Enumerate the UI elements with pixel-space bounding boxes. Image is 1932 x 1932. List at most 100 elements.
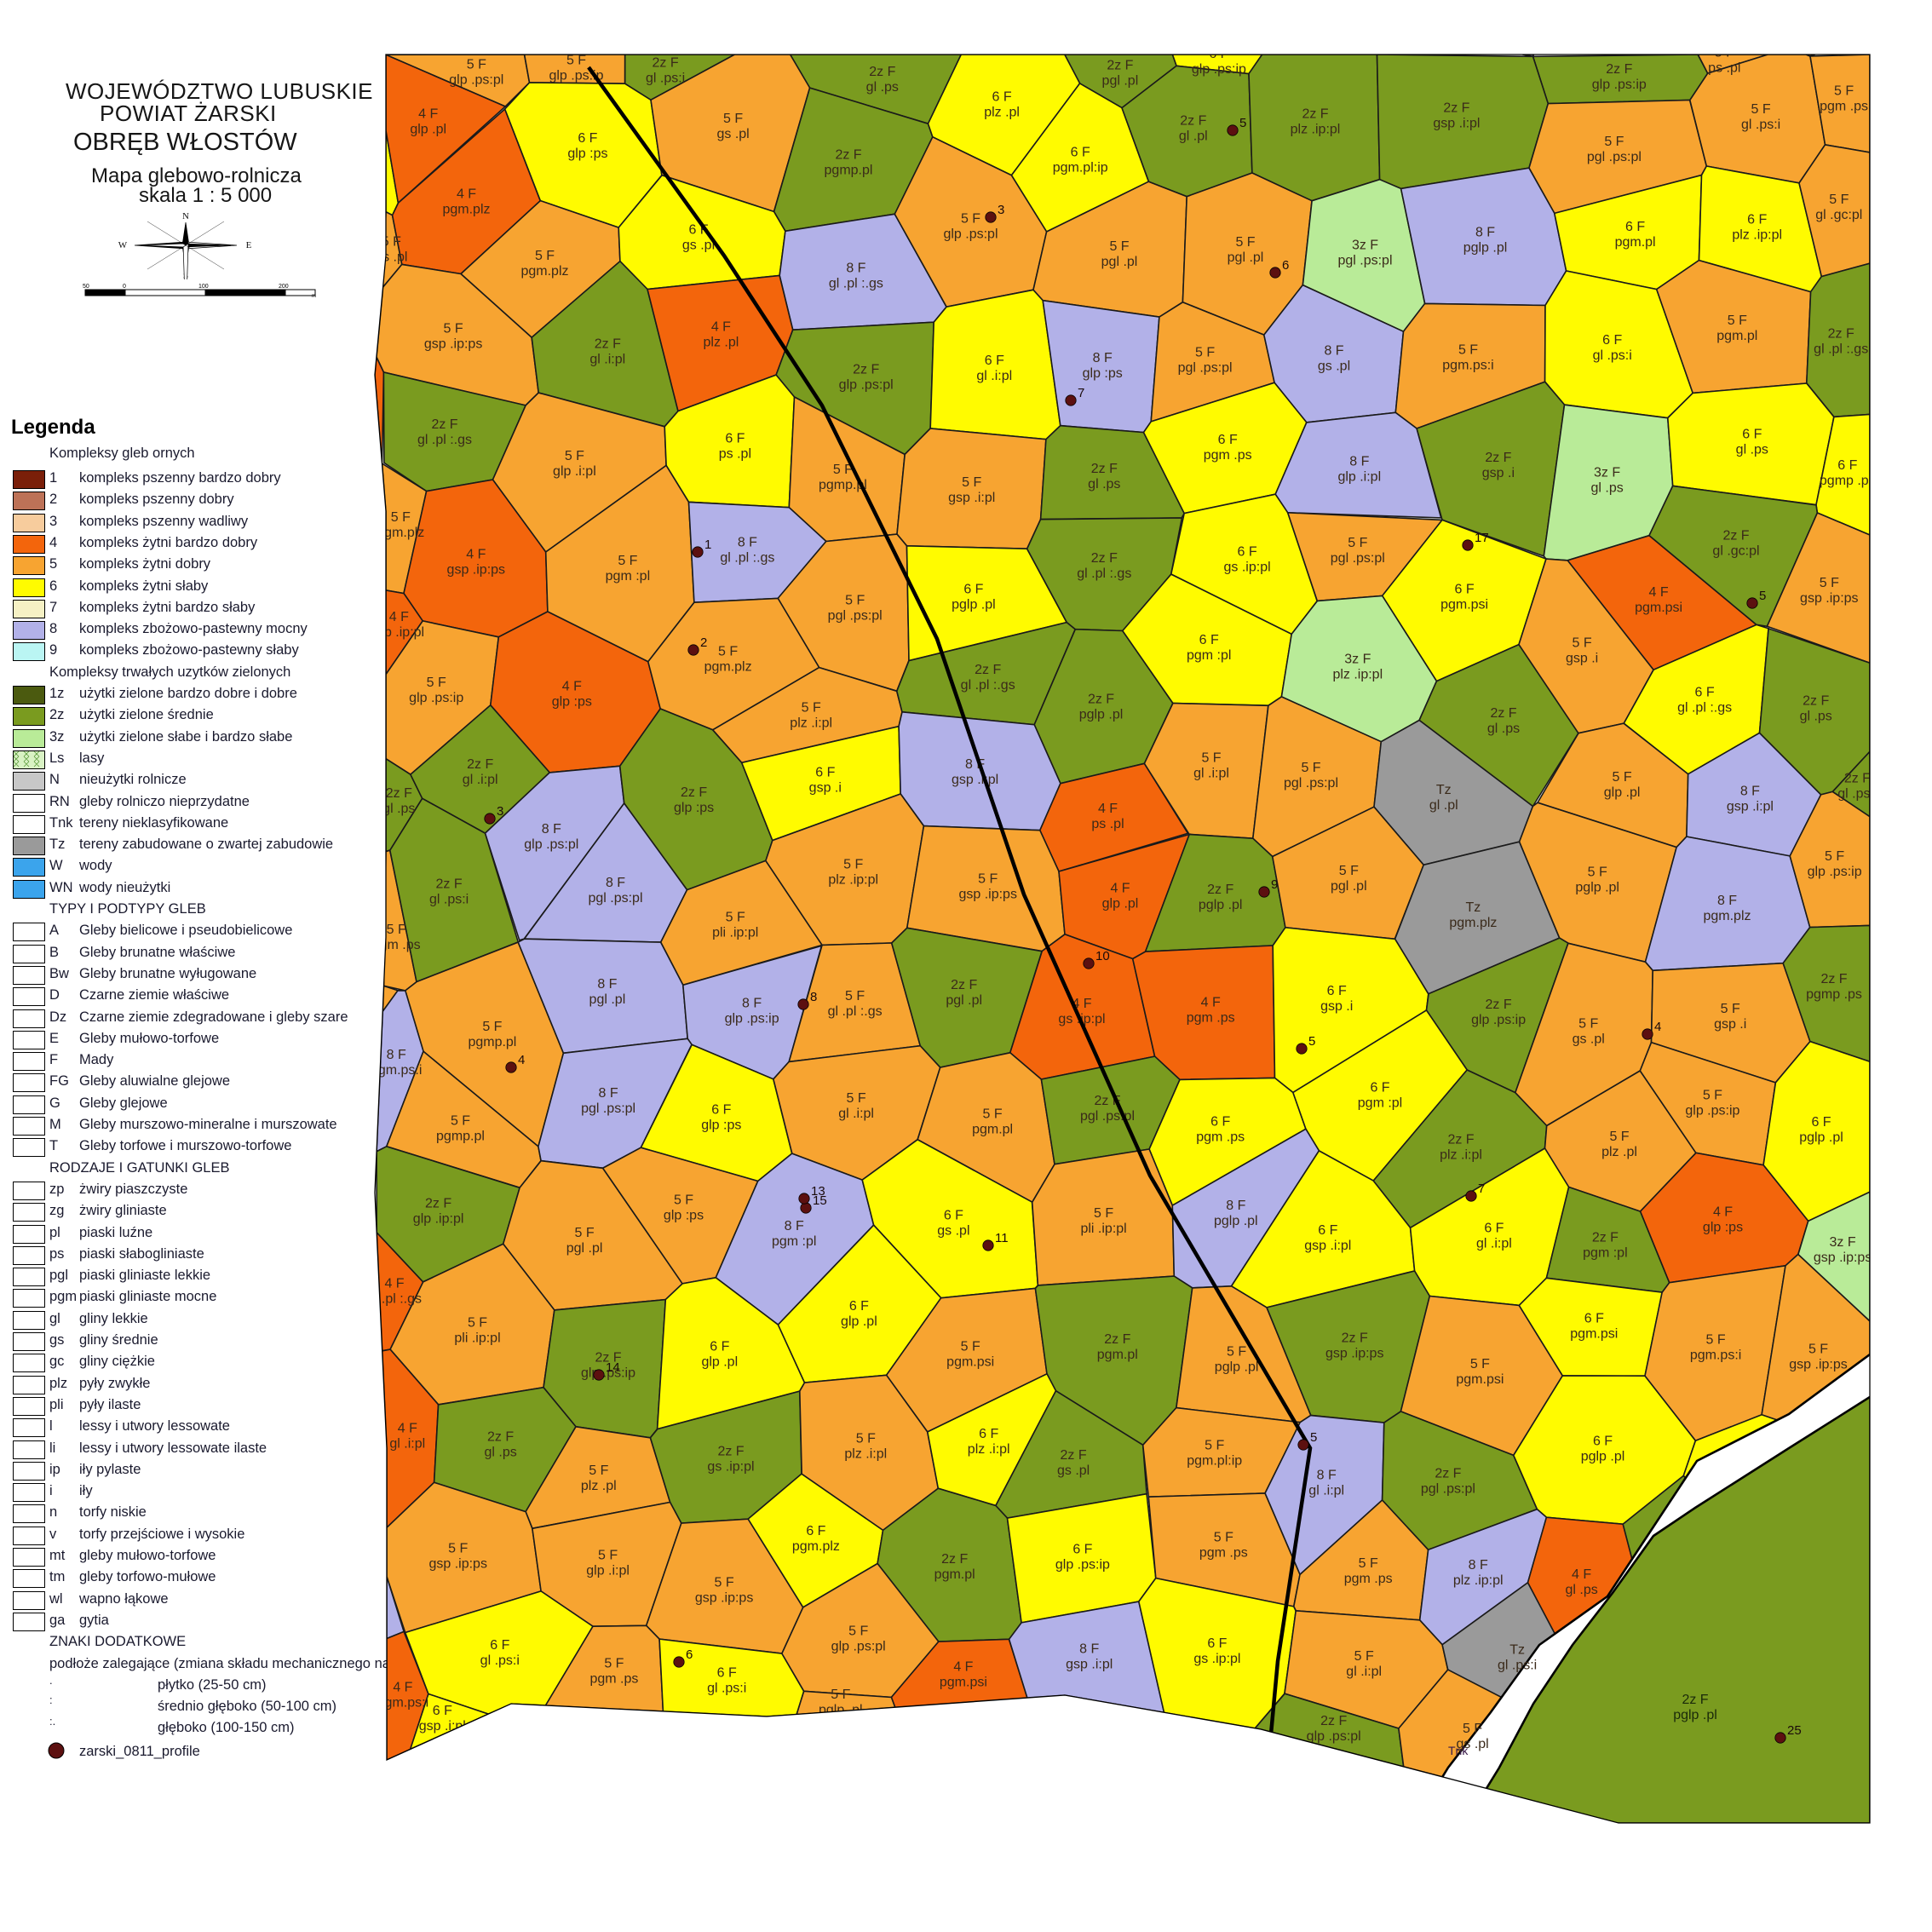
svg-text:gs .ip:pl: gs .ip:pl — [1224, 560, 1271, 574]
svg-text:2z F: 2z F — [1820, 972, 1847, 986]
svg-text:2z F: 2z F — [1803, 694, 1829, 709]
svg-text:2z F: 2z F — [1061, 1448, 1087, 1463]
svg-text:5 F: 5 F — [845, 989, 865, 1003]
svg-text:gl .ps:i: gl .ps:i — [1741, 118, 1780, 132]
svg-text:pgm.pl: pgm.pl — [1615, 235, 1656, 250]
svg-text:pgm.psi: pgm.psi — [940, 1675, 987, 1689]
svg-text:plz .ip:pl: plz .ip:pl — [1732, 228, 1782, 243]
svg-text:4 F: 4 F — [457, 187, 476, 202]
svg-text:gsp .ip:ps: gsp .ip:ps — [1800, 591, 1858, 606]
svg-text:6 F: 6 F — [710, 1339, 729, 1354]
svg-text:5 F: 5 F — [843, 857, 863, 871]
svg-text:2z F: 2z F — [1485, 451, 1511, 465]
svg-text:2z F: 2z F — [717, 1445, 744, 1459]
svg-text:6 F: 6 F — [1238, 544, 1257, 559]
svg-text:6 F: 6 F — [992, 89, 1012, 104]
svg-text:pgl .ps:pl: pgl .ps:pl — [1331, 551, 1385, 566]
svg-text:2z F: 2z F — [1091, 462, 1118, 476]
svg-text:5 F: 5 F — [1359, 1556, 1378, 1571]
svg-text:5 F: 5 F — [598, 1548, 618, 1562]
svg-text:5 F: 5 F — [1613, 770, 1632, 785]
svg-text:gl .ps:i: gl .ps:i — [1498, 1658, 1537, 1672]
svg-text:5 F: 5 F — [845, 593, 865, 607]
svg-text:3z F: 3z F — [1344, 653, 1371, 667]
svg-text:gsp .ip:ps: gsp .ip:ps — [1814, 1251, 1872, 1265]
svg-text:gsp .i:pl: gsp .i:pl — [952, 773, 998, 787]
svg-text:5 F: 5 F — [1609, 1130, 1629, 1144]
svg-text:pgm .ps: pgm .ps — [1187, 1011, 1235, 1026]
svg-text:5 F: 5 F — [618, 554, 637, 568]
svg-text:gl .ps:i: gl .ps:i — [646, 71, 685, 85]
svg-text:2z F: 2z F — [1606, 62, 1632, 77]
svg-text:gl .i:pl: gl .i:pl — [1346, 1665, 1382, 1679]
svg-text:6 F: 6 F — [1218, 433, 1238, 447]
svg-text:gs .pl: gs .pl — [1057, 1463, 1090, 1478]
svg-text:pgl .ps:pl: pgl .ps:pl — [828, 608, 883, 623]
svg-text:6 F: 6 F — [725, 432, 745, 446]
svg-text:glp .ps:pl: glp .ps:pl — [524, 837, 578, 852]
svg-text:5 F: 5 F — [535, 249, 555, 263]
svg-text:glp .pl: glp .pl — [701, 1354, 738, 1369]
svg-text:8 F: 8 F — [1717, 894, 1737, 908]
svg-text:pgm.pl:ip: pgm.pl:ip — [1187, 1454, 1242, 1469]
svg-text:5 F: 5 F — [983, 1107, 1003, 1121]
svg-text:5 F: 5 F — [961, 212, 980, 227]
svg-text:Tz: Tz — [1436, 783, 1452, 797]
svg-text:gs .pl: gs .pl — [937, 1224, 969, 1239]
svg-text:5 F: 5 F — [802, 700, 821, 715]
svg-text:gsp .ip:ps: gsp .ip:ps — [1789, 1358, 1847, 1372]
svg-text:2z F: 2z F — [1435, 1466, 1461, 1481]
svg-text:5 F: 5 F — [1588, 865, 1607, 880]
svg-text:gs .pl: gs .pl — [682, 238, 715, 252]
svg-text:pgl .pl: pgl .pl — [1228, 250, 1264, 265]
svg-text:5 F: 5 F — [1201, 751, 1221, 766]
svg-text:6 F: 6 F — [578, 131, 597, 146]
svg-text:pgl .ps:pl: pgl .ps:pl — [588, 891, 642, 906]
svg-text:pgl .ps:pl: pgl .ps:pl — [1284, 776, 1338, 791]
svg-text:gl .i:pl: gl .i:pl — [389, 1436, 425, 1451]
svg-text:gsp .i:pl: gsp .i:pl — [1066, 1658, 1113, 1672]
svg-text:8 F: 8 F — [606, 876, 625, 890]
svg-text:2z F: 2z F — [835, 147, 861, 162]
svg-text:glp .ps:pl: glp .ps:pl — [943, 227, 998, 242]
svg-text:gl .i:pl: gl .i:pl — [463, 773, 498, 787]
svg-text:glp :ps: glp :ps — [1703, 1221, 1743, 1235]
svg-text:8 F: 8 F — [599, 1086, 618, 1101]
svg-text:5 F: 5 F — [391, 510, 411, 525]
svg-text:glp .ps:ip: glp .ps:ip — [1055, 1557, 1110, 1572]
svg-text:gl .pl :.gs: gl .pl :.gs — [417, 433, 472, 447]
svg-text:4 F: 4 F — [418, 106, 438, 121]
svg-text:2z F: 2z F — [487, 1430, 514, 1445]
svg-text:gl .pl :.gs: gl .pl :.gs — [367, 1291, 422, 1306]
svg-text:6 F: 6 F — [985, 354, 1004, 368]
svg-text:pgm.pl: pgm.pl — [934, 1567, 975, 1582]
svg-text:gsp .i:pl: gsp .i:pl — [948, 491, 995, 505]
svg-text:8 F: 8 F — [1317, 1468, 1337, 1482]
svg-text:2z F: 2z F — [853, 363, 879, 377]
svg-text:5 F: 5 F — [1751, 102, 1771, 117]
svg-text:5 F: 5 F — [1354, 1649, 1374, 1664]
svg-text:gl .pl :.gs: gl .pl :.gs — [828, 1004, 883, 1019]
svg-text:glp .ps:ip: glp .ps:ip — [1685, 1104, 1739, 1118]
svg-text:gsp .ip:ps: gsp .ip:ps — [424, 337, 482, 352]
svg-text:10: 10 — [1095, 949, 1110, 963]
svg-text:5 F: 5 F — [1721, 1002, 1740, 1016]
svg-text:8 F: 8 F — [1469, 1558, 1488, 1573]
svg-text:6 F: 6 F — [1071, 145, 1090, 159]
svg-text:gl .pl :.gs: gl .pl :.gs — [1077, 566, 1131, 581]
svg-text:pgm .ps: pgm .ps — [1199, 1546, 1248, 1561]
svg-text:5 F: 5 F — [448, 1542, 468, 1556]
svg-text:glp .pl: glp .pl — [410, 122, 446, 136]
svg-text:pgm .ps: pgm .ps — [372, 938, 421, 952]
svg-text:5 F: 5 F — [1728, 313, 1747, 328]
svg-text:5 F: 5 F — [1463, 1722, 1482, 1736]
svg-text:gl .ps: gl .ps — [1487, 722, 1520, 736]
svg-text:6 F: 6 F — [1584, 1311, 1604, 1325]
svg-text:5 F: 5 F — [1578, 1017, 1598, 1032]
svg-text:8: 8 — [810, 990, 817, 1004]
svg-text:5 F: 5 F — [382, 235, 401, 250]
svg-text:4 F: 4 F — [1713, 1205, 1733, 1220]
svg-text:gl .ps:i: gl .ps:i — [1837, 787, 1877, 802]
svg-text:plz .pl: plz .pl — [984, 105, 1020, 119]
svg-text:pgm.ps:i: pgm.ps:i — [1690, 1348, 1741, 1362]
